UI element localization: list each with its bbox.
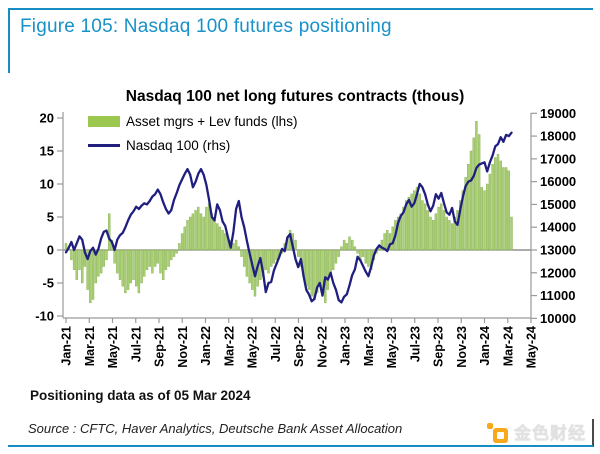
svg-text:15: 15 <box>40 144 54 159</box>
svg-text:May-22: May-22 <box>246 326 260 368</box>
svg-text:May-24: May-24 <box>525 326 539 368</box>
legend-item-line: Nasdaq 100 (rhs) <box>88 136 297 154</box>
frame-bottom-rule <box>8 445 593 447</box>
svg-text:Mar-24: Mar-24 <box>501 326 515 366</box>
left-axis-labels: 20 15 10 5 0 -5 -10 <box>35 111 63 324</box>
chart-legend: Asset mgrs + Lev funds (lhs) Nasdaq 100 … <box>88 112 297 160</box>
svg-text:Mar-23: Mar-23 <box>362 326 376 366</box>
svg-text:Jul-23: Jul-23 <box>408 326 422 362</box>
svg-text:Nov-21: Nov-21 <box>176 326 190 368</box>
svg-text:19000: 19000 <box>540 106 576 121</box>
positioning-footnote: Positioning data as of 05 Mar 2024 <box>30 388 251 403</box>
figure-title: Figure 105: Nasdaq 100 futures positioni… <box>20 16 392 37</box>
svg-text:18000: 18000 <box>540 129 576 144</box>
svg-text:14000: 14000 <box>540 220 576 235</box>
watermark-text: 金色财经 <box>514 424 586 443</box>
frame-top-rule <box>8 8 593 10</box>
svg-text:Mar-22: Mar-22 <box>222 326 236 366</box>
svg-text:May-21: May-21 <box>106 326 120 368</box>
svg-text:10: 10 <box>40 177 54 192</box>
bar-series-swatch <box>88 115 120 127</box>
svg-text:May-23: May-23 <box>385 326 399 368</box>
legend-label-bars: Asset mgrs + Lev funds (lhs) <box>126 113 298 129</box>
svg-text:Mar-21: Mar-21 <box>83 326 97 366</box>
svg-text:Jan-21: Jan-21 <box>60 326 74 366</box>
legend-label-line: Nasdaq 100 (rhs) <box>126 137 231 153</box>
svg-text:17000: 17000 <box>540 151 576 166</box>
source-note: Source : CFTC, Haver Analytics, Deutsche… <box>28 421 403 436</box>
svg-text:-10: -10 <box>35 309 54 324</box>
svg-text:Sep-22: Sep-22 <box>292 326 306 367</box>
svg-text:5: 5 <box>47 210 54 225</box>
svg-text:Nov-23: Nov-23 <box>455 326 469 368</box>
svg-text:15000: 15000 <box>540 197 576 212</box>
chart-canvas: 20 15 10 5 0 -5 -10 19000 18000 17000 16000 15000 14… <box>35 106 576 369</box>
svg-text:Nov-22: Nov-22 <box>315 326 329 368</box>
svg-text:13000: 13000 <box>540 243 576 258</box>
svg-text:10000: 10000 <box>540 311 576 326</box>
right-axis-labels: 19000 18000 17000 16000 15000 14000 13000 12000… <box>531 106 576 326</box>
svg-text:Jul-22: Jul-22 <box>269 326 283 362</box>
line-series-swatch <box>88 143 120 147</box>
chart-title: Nasdaq 100 net long futures contracts (t… <box>125 88 465 105</box>
svg-text:11000: 11000 <box>540 288 575 303</box>
svg-text:Jan-24: Jan-24 <box>478 326 492 366</box>
bars-series <box>64 121 513 303</box>
svg-text:0: 0 <box>47 243 54 258</box>
svg-text:16000: 16000 <box>540 174 576 189</box>
svg-text:20: 20 <box>40 111 54 126</box>
svg-text:12000: 12000 <box>540 265 576 280</box>
svg-text:Jan-22: Jan-22 <box>199 326 213 366</box>
nasdaq-line <box>64 131 513 304</box>
golden-finance-icon <box>486 420 508 444</box>
site-watermark: 金色财经 <box>486 419 586 444</box>
svg-text:Jul-21: Jul-21 <box>129 326 143 362</box>
frame-right-rule <box>592 419 594 447</box>
svg-text:Sep-23: Sep-23 <box>432 326 446 367</box>
svg-text:Jan-23: Jan-23 <box>339 326 353 366</box>
frame-left-rule <box>8 8 10 73</box>
svg-text:Sep-21: Sep-21 <box>153 326 167 367</box>
legend-item-bars: Asset mgrs + Lev funds (lhs) <box>88 112 297 130</box>
svg-text:-5: -5 <box>42 276 54 291</box>
x-axis-labels: Jan-21 Mar-21 May-21 Jul-21 Sep-21 Nov-21 Jan-… <box>60 318 539 368</box>
